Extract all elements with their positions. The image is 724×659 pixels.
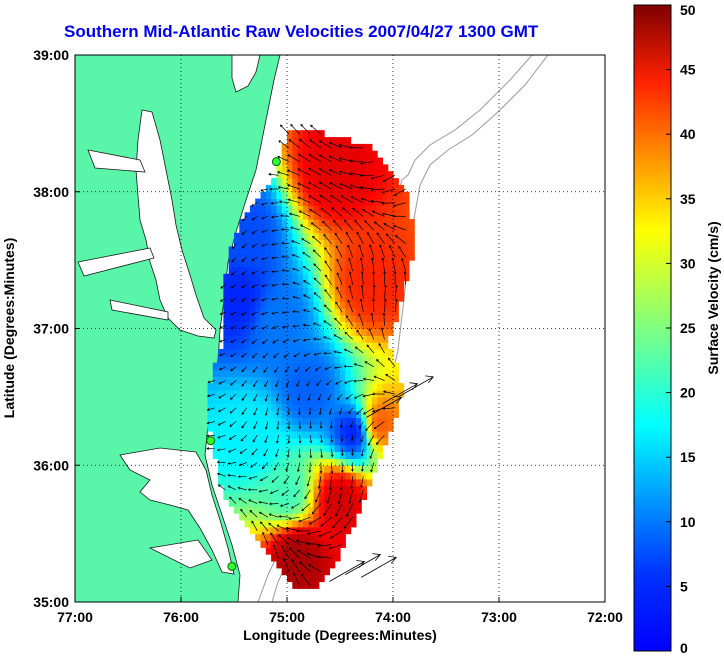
chesapeake-bay xyxy=(135,109,217,339)
y-tick-label: 37:00 xyxy=(33,321,69,337)
y-tick-label: 36:00 xyxy=(33,457,69,473)
colorbar-tick-label: 15 xyxy=(680,449,696,465)
colorbar-tick-label: 30 xyxy=(680,255,696,271)
colorbar-tick-label: 50 xyxy=(680,2,696,18)
colorbar-tick-label: 20 xyxy=(680,385,696,401)
land-mass xyxy=(75,55,281,602)
colorbar-tick-label: 40 xyxy=(680,126,696,142)
y-tick-label: 38:00 xyxy=(33,184,69,200)
colorbar-tick-label: 35 xyxy=(680,191,696,207)
outlier-vectors xyxy=(329,375,435,582)
colorbar xyxy=(633,4,672,652)
colorbar-tick-label: 0 xyxy=(680,640,688,656)
colorbar-tick-label: 10 xyxy=(680,514,696,530)
radar-station xyxy=(227,561,237,571)
pamlico-sound xyxy=(119,447,235,575)
chart-title: Southern Mid-Atlantic Raw Velocities 200… xyxy=(64,22,539,41)
y-tick-label: 39:00 xyxy=(33,47,69,63)
x-tick-label: 77:00 xyxy=(57,609,93,625)
x-tick-label: 73:00 xyxy=(481,609,517,625)
colorbar-tick-label: 25 xyxy=(680,320,696,336)
grid xyxy=(75,55,605,602)
x-axis-label: Longitude (Degrees:Minutes) xyxy=(243,627,437,643)
colorbar-label: Surface Velocity (cm/s) xyxy=(705,221,721,374)
radar-station xyxy=(206,436,216,446)
x-tick-label: 72:00 xyxy=(587,609,623,625)
colorbar-tick-label: 5 xyxy=(680,578,688,594)
radar-station xyxy=(271,157,281,167)
y-tick-label: 35:00 xyxy=(33,594,69,610)
y-axis-label: Latitude (Degrees:Minutes) xyxy=(1,238,17,418)
x-tick-label: 75:00 xyxy=(269,609,305,625)
velocity-arrows xyxy=(206,123,407,586)
x-tick-label: 74:00 xyxy=(375,609,411,625)
colorbar-tick-label: 45 xyxy=(680,62,696,78)
x-tick-label: 76:00 xyxy=(163,609,199,625)
